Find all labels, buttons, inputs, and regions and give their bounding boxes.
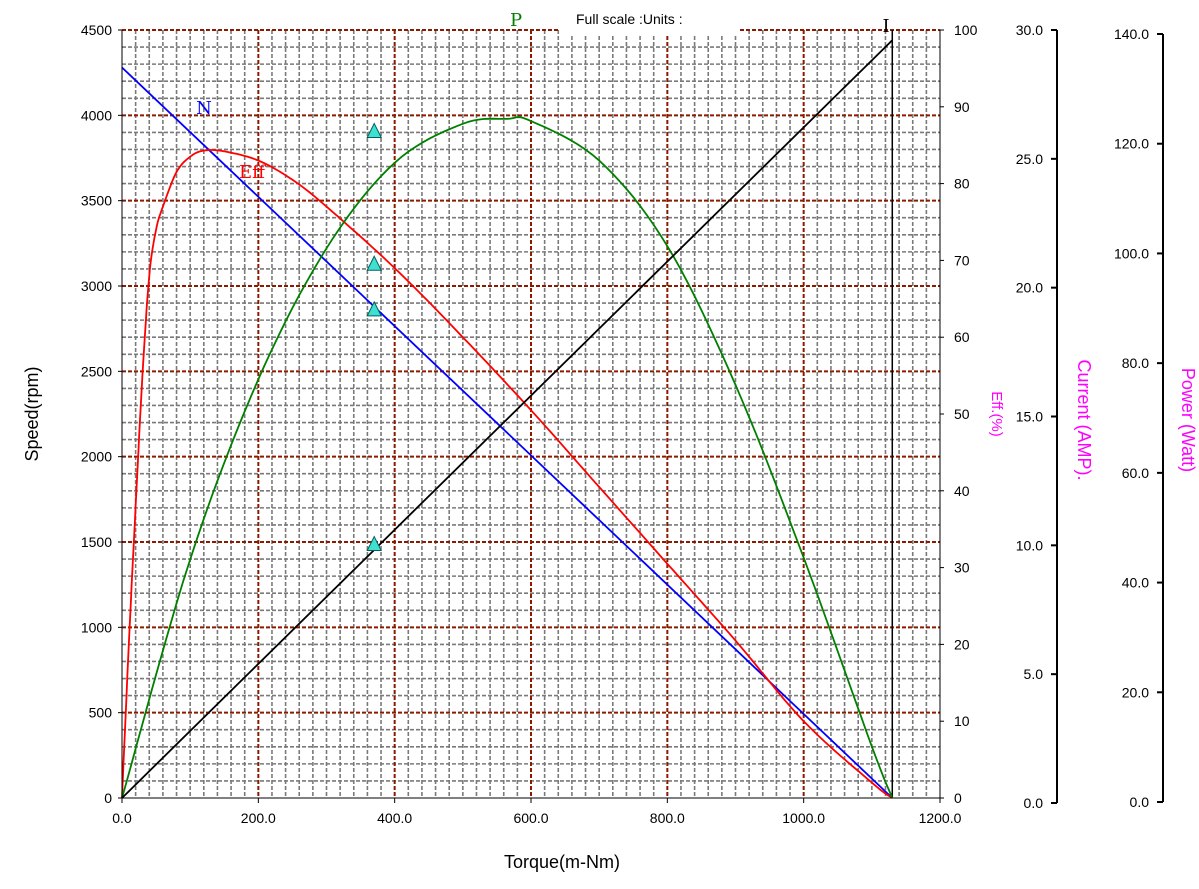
labels: Full scale :Units : Torque(m-Nm) Speed(rpm… — [22, 8, 1198, 872]
eff-tick-label: 40 — [954, 483, 970, 499]
power-tick-label: 0.0 — [1130, 794, 1150, 810]
current-tick-label: 30.0 — [1016, 22, 1043, 38]
curve-eff — [121, 149, 893, 799]
power-tick-label: 140.0 — [1114, 26, 1149, 42]
marker-n — [366, 300, 383, 317]
marker-p — [366, 122, 383, 138]
x-axis-label: Torque(m-Nm) — [504, 852, 620, 872]
marker-i — [366, 535, 383, 552]
speed-tick-label: 3500 — [81, 193, 112, 209]
eff-tick-label: 50 — [954, 406, 970, 422]
eff-tick-label: 20 — [954, 636, 970, 652]
eff-tick-label: 80 — [954, 176, 970, 192]
x-tick-label: 0.0 — [112, 810, 132, 826]
curve-i — [121, 39, 893, 799]
x-tick-label: 400.0 — [377, 810, 412, 826]
current-tick-label: 10.0 — [1016, 537, 1043, 553]
power-axis-label: Power (Watt) — [1178, 368, 1198, 472]
x-tick-label: 800.0 — [650, 810, 685, 826]
current-tick-label: 25.0 — [1016, 151, 1043, 167]
eff-tick-label: 10 — [954, 713, 970, 729]
curve-label-i: I — [882, 16, 889, 37]
x-tick-label: 200.0 — [241, 810, 276, 826]
eff-tick-label: 30 — [954, 560, 970, 576]
current-tick-label: 5.0 — [1024, 666, 1044, 682]
axes: 0.0 200.0 400.0 600.0 800.0 1000.0 1200.005001… — [81, 22, 1164, 826]
power-tick-label: 120.0 — [1114, 136, 1149, 152]
eff-tick-label: 70 — [954, 252, 970, 268]
speed-tick-label: 2500 — [81, 363, 112, 379]
chart-title-box — [560, 8, 738, 36]
current-tick-label: 0.0 — [1024, 795, 1044, 811]
speed-tick-label: 1000 — [81, 619, 112, 635]
marker-eff — [366, 255, 383, 271]
power-tick-label: 60.0 — [1122, 465, 1149, 481]
curve-label-n: N — [196, 98, 212, 119]
grid — [122, 29, 940, 798]
power-tick-label: 20.0 — [1122, 684, 1149, 700]
speed-tick-label: 2000 — [81, 449, 112, 465]
power-tick-label: 100.0 — [1114, 245, 1149, 261]
chart-title: Full scale :Units : — [576, 11, 683, 27]
current-tick-label: 15.0 — [1016, 409, 1043, 425]
speed-tick-label: 500 — [89, 705, 113, 721]
speed-axis-label: Speed(rpm) — [22, 366, 42, 461]
curve-label-eff: Eff — [239, 162, 266, 183]
speed-tick-label: 1500 — [81, 534, 112, 550]
current-tick-label: 20.0 — [1016, 280, 1043, 296]
x-tick-label: 1200.0 — [919, 810, 962, 826]
current-axis-label: Current (AMP). — [1074, 359, 1094, 480]
power-tick-label: 80.0 — [1122, 355, 1149, 371]
speed-tick-label: 4500 — [81, 22, 112, 38]
speed-tick-label: 3000 — [81, 278, 112, 294]
curves — [121, 30, 894, 799]
x-tick-label: 600.0 — [513, 810, 548, 826]
eff-tick-label: 60 — [954, 329, 970, 345]
curve-label-p: P — [510, 10, 522, 31]
speed-tick-label: 4000 — [81, 107, 112, 123]
speed-tick-label: 0 — [104, 790, 112, 806]
eff-tick-label: 0 — [954, 790, 962, 806]
curve-p — [121, 116, 894, 799]
power-tick-label: 40.0 — [1122, 575, 1149, 591]
x-tick-label: 1000.0 — [782, 810, 825, 826]
eff-tick-label: 90 — [954, 99, 970, 115]
eff-axis-label: Eff.(%) — [988, 391, 1005, 437]
eff-tick-label: 100 — [954, 22, 978, 38]
